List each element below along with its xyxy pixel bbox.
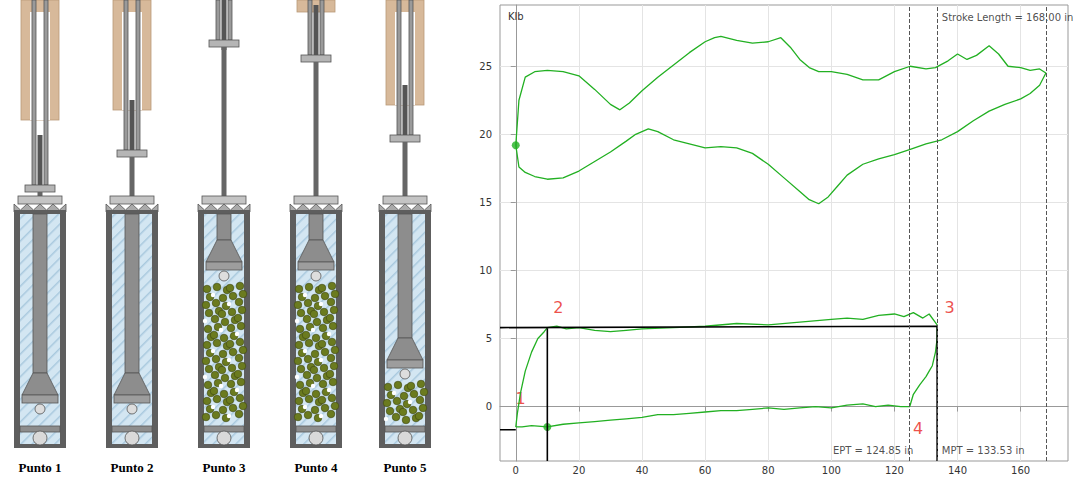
- svg-text:0: 0: [513, 465, 519, 476]
- svg-text:Punto 4: Punto 4: [295, 460, 338, 475]
- svg-text:80: 80: [762, 465, 775, 476]
- svg-text:4: 4: [913, 419, 923, 438]
- svg-text:3: 3: [945, 298, 955, 317]
- svg-text:20: 20: [479, 129, 492, 140]
- svg-text:0: 0: [486, 401, 492, 412]
- svg-text:100: 100: [822, 465, 841, 476]
- svg-text:20: 20: [573, 465, 586, 476]
- svg-text:Punto 3: Punto 3: [203, 460, 246, 475]
- svg-text:Punto 1: Punto 1: [19, 460, 62, 475]
- svg-text:160: 160: [1011, 465, 1030, 476]
- svg-text:Klb: Klb: [508, 11, 524, 22]
- svg-text:120: 120: [885, 465, 904, 476]
- svg-text:MPT = 133.53 in: MPT = 133.53 in: [942, 445, 1025, 456]
- svg-text:60: 60: [699, 465, 712, 476]
- svg-text:15: 15: [479, 197, 492, 208]
- svg-text:25: 25: [479, 61, 492, 72]
- svg-text:5: 5: [486, 333, 492, 344]
- svg-text:10: 10: [479, 265, 492, 276]
- svg-text:Punto 5: Punto 5: [384, 460, 427, 475]
- svg-text:2: 2: [553, 298, 563, 317]
- svg-text:140: 140: [948, 465, 967, 476]
- svg-text:1: 1: [515, 388, 526, 408]
- svg-text:40: 40: [636, 465, 649, 476]
- svg-text:Punto 2: Punto 2: [111, 460, 154, 475]
- svg-text:EPT = 124.85 in: EPT = 124.85 in: [833, 445, 913, 456]
- svg-text:Stroke Length = 168.00 in: Stroke Length = 168.00 in: [942, 12, 1073, 23]
